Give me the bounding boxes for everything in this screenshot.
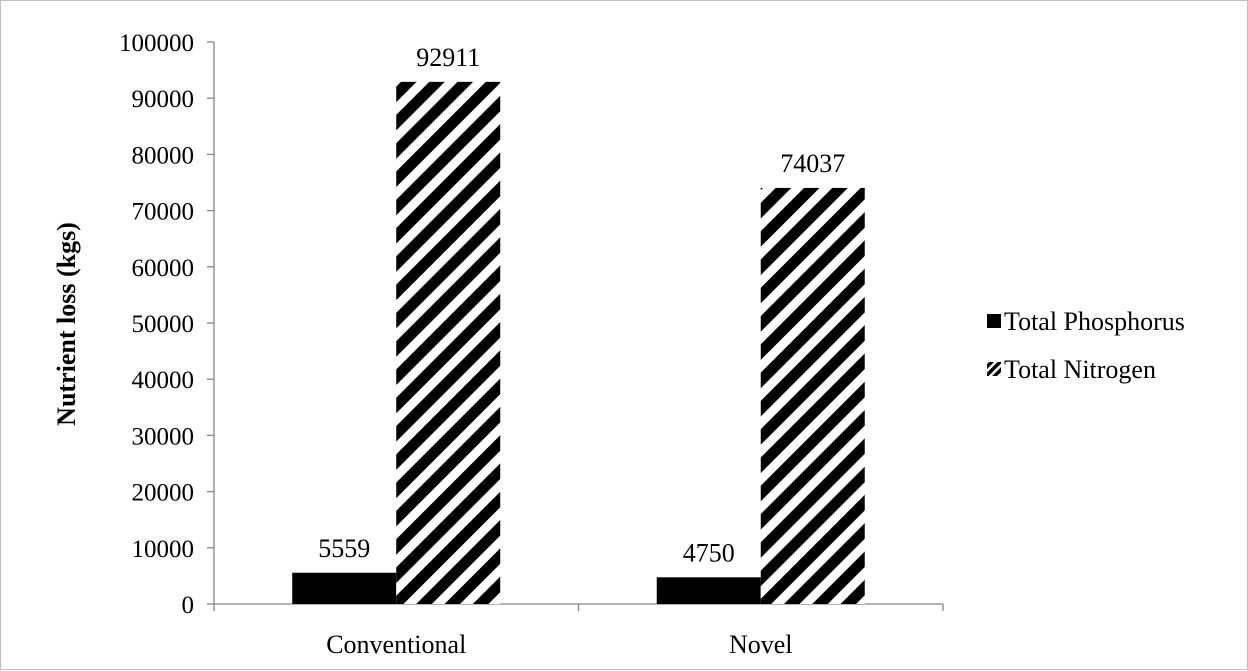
y-tick-label: 80000 (132, 142, 195, 169)
bar-total-phosphorus (656, 577, 761, 604)
legend-swatch (987, 362, 1001, 376)
bars (292, 81, 865, 605)
data-label: 92911 (416, 43, 480, 72)
data-label: 4750 (683, 538, 735, 567)
legend-item: Total Phosphorus (987, 307, 1185, 336)
data-labels: 5559 92911 4750 74037 (318, 43, 845, 567)
data-label: 5559 (318, 534, 370, 563)
legend-item: Total Nitrogen (987, 355, 1156, 384)
bar-total-nitrogen (760, 187, 865, 605)
y-tick-label: 90000 (132, 86, 195, 113)
y-tick-label: 30000 (132, 423, 195, 450)
legend-label: Total Phosphorus (1004, 307, 1185, 336)
legend: Total Phosphorus Total Nitrogen (987, 307, 1185, 384)
legend-label: Total Nitrogen (1004, 355, 1156, 384)
y-tick-label: 50000 (132, 311, 195, 338)
legend-swatch (987, 314, 1001, 328)
y-tick-label: 70000 (132, 199, 195, 226)
y-tick-label: 10000 (132, 536, 195, 563)
bar-total-nitrogen (396, 81, 501, 604)
y-tick-label: 20000 (132, 480, 195, 507)
y-tick-label: 0 (182, 592, 195, 619)
y-tick-label: 40000 (132, 367, 195, 394)
y-axis-label: Nutrient loss (kgs) (52, 222, 81, 426)
bar-total-phosphorus (292, 572, 397, 604)
y-tick-label: 60000 (132, 255, 195, 282)
x-category-label: Conventional (326, 630, 466, 659)
x-category-label: Novel (729, 630, 793, 659)
y-axis: 0 10000 20000 30000 40000 50000 60000 70000 8000… (119, 30, 215, 619)
x-axis: Conventional Novel (213, 603, 944, 659)
data-label: 74037 (780, 149, 845, 178)
y-tick-label: 100000 (119, 30, 194, 57)
